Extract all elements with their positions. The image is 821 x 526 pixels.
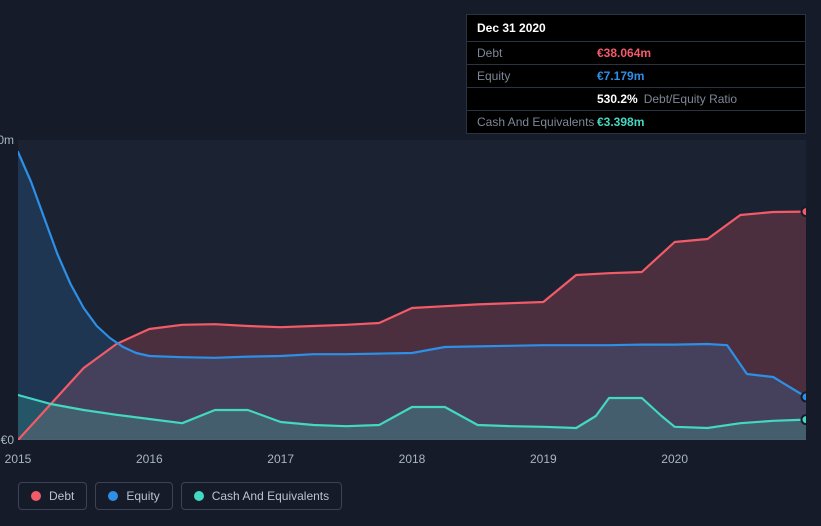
tooltip-label: Cash And Equivalents <box>477 115 597 129</box>
chart-plot-area <box>18 140 806 440</box>
y-tick-label: €50m <box>0 133 18 147</box>
x-axis-labels: 201520162017201820192020 <box>18 452 806 472</box>
legend-item[interactable]: Debt <box>18 482 87 510</box>
tooltip-label: Debt <box>477 46 597 60</box>
legend-item[interactable]: Cash And Equivalents <box>181 482 342 510</box>
chart-legend: Debt Equity Cash And Equivalents <box>18 482 342 510</box>
tooltip-value: €38.064m <box>597 46 651 60</box>
x-tick-label: 2016 <box>136 452 163 466</box>
tooltip-date: Dec 31 2020 <box>467 15 805 42</box>
legend-label: Debt <box>49 489 74 503</box>
legend-dot-icon <box>31 491 41 501</box>
tooltip-ratio-value: 530.2% <box>597 92 638 106</box>
tooltip-row: 530.2% Debt/Equity Ratio <box>467 88 805 111</box>
x-tick-label: 2015 <box>5 452 32 466</box>
x-tick-label: 2017 <box>267 452 294 466</box>
legend-dot-icon <box>108 491 118 501</box>
legend-item[interactable]: Equity <box>95 482 172 510</box>
tooltip-label: Equity <box>477 69 597 83</box>
legend-dot-icon <box>194 491 204 501</box>
x-tick-label: 2018 <box>399 452 426 466</box>
tooltip-value: €3.398m <box>597 115 644 129</box>
tooltip-label <box>477 92 597 106</box>
chart-tooltip: Dec 31 2020 Debt€38.064mEquity€7.179m530… <box>466 14 806 134</box>
tooltip-ratio-label: Debt/Equity Ratio <box>644 92 737 106</box>
legend-label: Cash And Equivalents <box>212 489 329 503</box>
tooltip-value: €7.179m <box>597 69 644 83</box>
tooltip-row: Cash And Equivalents€3.398m <box>467 111 805 133</box>
y-tick-label: €0 <box>1 433 18 447</box>
tooltip-row: Equity€7.179m <box>467 65 805 88</box>
tooltip-row: Debt€38.064m <box>467 42 805 65</box>
legend-label: Equity <box>126 489 159 503</box>
x-tick-label: 2019 <box>530 452 557 466</box>
debt-equity-chart: €0€50m <box>18 140 806 460</box>
x-tick-label: 2020 <box>661 452 688 466</box>
